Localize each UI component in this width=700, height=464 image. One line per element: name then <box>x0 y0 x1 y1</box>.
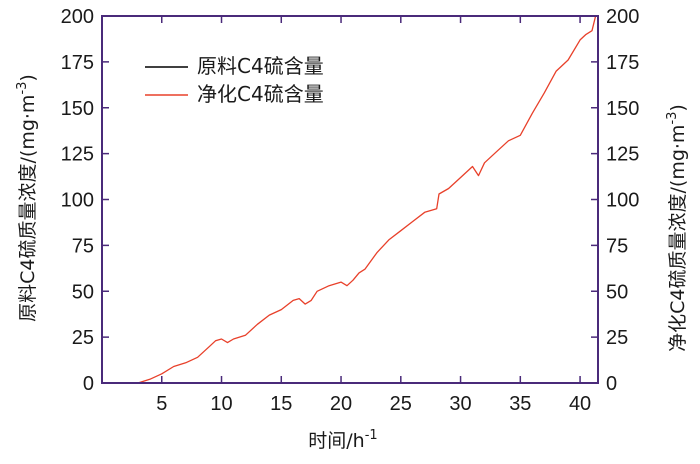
y-tick-label-right: 25 <box>606 327 628 349</box>
y-tick-label-left: 0 <box>83 373 94 395</box>
x-tick-label: 25 <box>390 393 412 415</box>
series-lines <box>102 15 598 384</box>
y-tick-label-right: 150 <box>606 98 639 120</box>
x-axis-title-main: 时间/h <box>308 430 364 452</box>
y-axis-right-title-sup: -3 <box>665 112 680 125</box>
x-tick-label: 15 <box>270 393 292 415</box>
y-axis-right-title-end: ) <box>667 104 689 111</box>
y-ticks: 0 0 25 25 50 50 75 75 100 100 125 125 150 150 175 175 20… <box>61 6 640 395</box>
y-tick-label-right: 125 <box>606 144 639 166</box>
y-tick-label-right: 175 <box>606 52 639 74</box>
x-ticks: 5 10 15 20 25 30 35 40 <box>156 16 591 415</box>
y-axis-left-title-sup: -3 <box>15 82 30 95</box>
y-tick-label-left: 50 <box>72 281 94 303</box>
y-tick-label-right: 75 <box>606 235 628 257</box>
y-tick-label-left: 200 <box>61 6 94 28</box>
x-tick-label: 10 <box>210 393 232 415</box>
x-tick-label: 40 <box>569 393 591 415</box>
legend-label-purified: 净化C4硫含量 <box>197 82 324 106</box>
y-axis-left-title-end: ) <box>17 74 39 81</box>
series-line-purified <box>102 15 597 384</box>
y-axis-left-title: 原料C4硫质量浓度/(mg·m-3) <box>15 74 39 322</box>
y-tick-label-right: 50 <box>606 281 628 303</box>
y-tick-label-left: 150 <box>61 98 94 120</box>
y-axis-right-title-main: 净化C4硫质量浓度/(mg·m <box>667 125 689 352</box>
x-axis-title-sup: -1 <box>365 428 378 443</box>
y-tick-label-left: 175 <box>61 52 94 74</box>
legend-label-feed: 原料C4硫含量 <box>197 54 324 78</box>
x-tick-label: 30 <box>449 393 471 415</box>
x-tick-label: 35 <box>509 393 531 415</box>
y-tick-label-left: 100 <box>61 190 94 212</box>
x-tick-label: 5 <box>156 393 167 415</box>
y-tick-label-left: 25 <box>72 327 94 349</box>
y-tick-label-left: 125 <box>61 144 94 166</box>
y-tick-label-right: 200 <box>606 6 639 28</box>
x-tick-label: 20 <box>330 393 352 415</box>
y-axis-right-title: 净化C4硫质量浓度/(mg·m-3) <box>665 104 689 352</box>
plot-frame <box>101 15 599 384</box>
x-axis-title: 时间/h-1 <box>308 428 377 452</box>
y-tick-label-left: 75 <box>72 235 94 257</box>
y-axis-left-title-main: 原料C4硫质量浓度/(mg·m <box>17 95 39 322</box>
y-tick-label-right: 100 <box>606 190 639 212</box>
y-tick-label-right: 0 <box>606 373 617 395</box>
